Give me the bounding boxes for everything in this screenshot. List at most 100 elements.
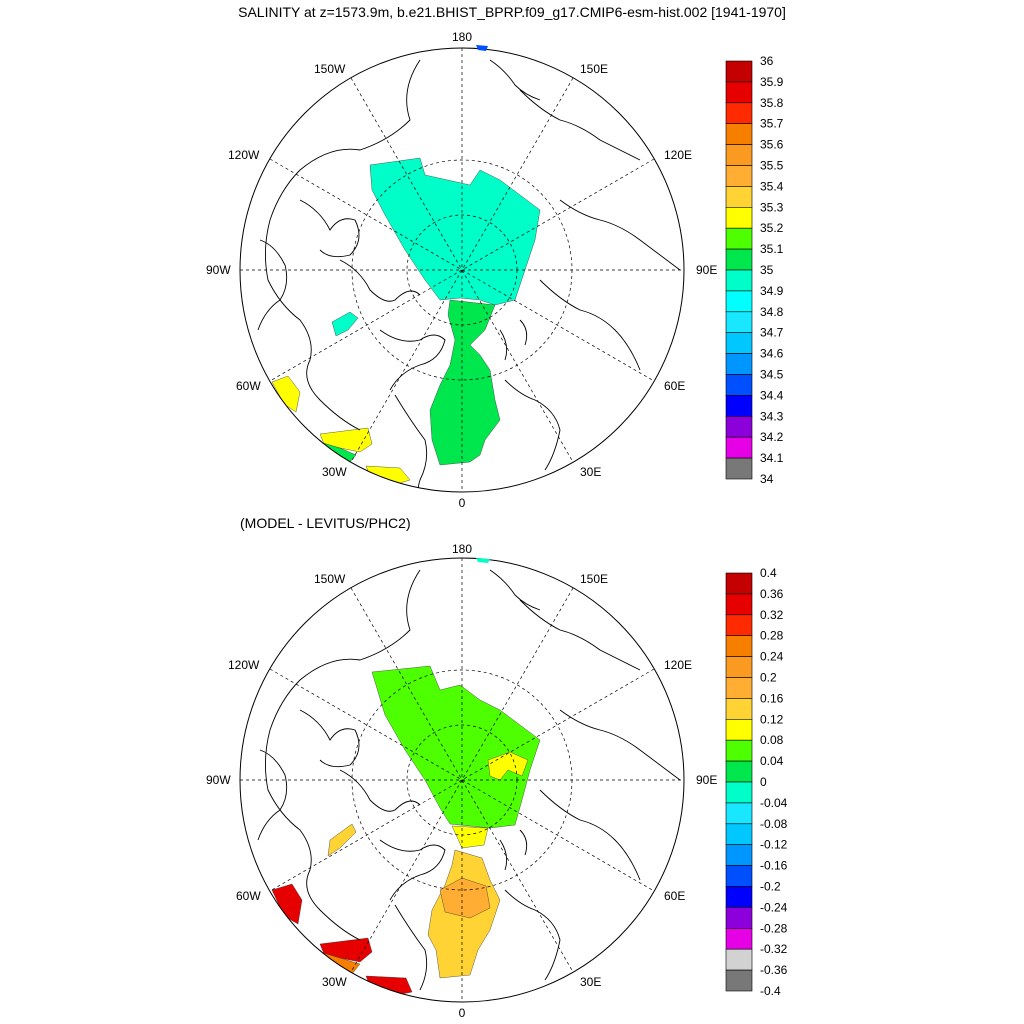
colorbar-top-tick-label: 34.3: [760, 409, 784, 423]
colorbar-top-swatch: [725, 395, 753, 417]
colorbar-top-swatch: [725, 248, 753, 271]
colorbar-bottom-tick-label: 0.08: [760, 733, 784, 747]
colorbar-bottom-swatch: [725, 698, 753, 720]
colorbar-top-tick-label: 35.7: [760, 117, 784, 131]
difference-map-title: (MODEL - LEVITUS/PHC2): [240, 515, 411, 531]
colorbar-top-tick-label: 34: [760, 472, 774, 486]
anomaly-yellow-fram: [451, 825, 489, 849]
irminger-patch-field: [271, 375, 301, 413]
colorbar-bottom-tick-label: -0.36: [760, 963, 788, 977]
colorbar-top-tick-label: 35.3: [760, 200, 784, 214]
colorbar-top-tick-label: 35.2: [760, 221, 784, 235]
colorbar-top-tick-label: 35.1: [760, 242, 784, 256]
colorbar-bottom-swatch: [725, 635, 753, 657]
colorbar-bottom-swatch: [725, 760, 753, 783]
colorbar-bottom-tick-label: -0.24: [760, 900, 788, 914]
colorbar-bottom-swatch: [725, 781, 753, 804]
colorbar-top-tick-label: 34.9: [760, 284, 784, 298]
bering-blue-patch: [476, 45, 488, 51]
anomaly-irminger-red: [271, 883, 303, 925]
colorbar-top-swatch: [725, 436, 753, 459]
colorbar-top-tick-label: 34.4: [760, 388, 784, 402]
colorbar-top-tick-label: 36: [760, 54, 774, 68]
colorbar-bottom-swatch: [725, 844, 753, 866]
colorbar-top-swatch: [725, 374, 753, 396]
colorbar-top-swatch: [725, 144, 753, 166]
colorbar-top-tick-label: 34.7: [760, 326, 784, 340]
colorbar-top-tick-label: 35: [760, 263, 774, 277]
labrador-sea-field: [331, 311, 359, 337]
lon-label-150e: 150E: [580, 62, 608, 76]
colorbar-top-tick-label: 34.2: [760, 430, 784, 444]
colorbar-bottom-swatch: [725, 969, 753, 992]
lon-label-120w: 120W: [228, 148, 260, 162]
colorbar-bottom-tick-label: 0.16: [760, 691, 784, 705]
lon-label-90w-b: 90W: [206, 773, 231, 787]
lon-label-180: 180: [452, 30, 472, 44]
colorbar-top-tick-label: 34.6: [760, 347, 784, 361]
colorbar-top-tick-label: 34.5: [760, 368, 784, 382]
colorbar-bottom-tick-label: 0.28: [760, 629, 784, 643]
colorbar-bottom-swatch: [725, 677, 753, 699]
colorbar-bottom-tick-label: -0.2: [760, 880, 781, 894]
colorbar-top-swatch: [725, 353, 753, 375]
lon-label-120e: 120E: [664, 148, 692, 162]
colorbar-bottom-swatch: [725, 927, 753, 950]
difference-map: 180 150E 120E 90E 60E 30E 0 30W 60W 90W …: [206, 542, 788, 1020]
colorbar-top-tick-label: 34.8: [760, 305, 784, 319]
lon-label-0: 0: [459, 496, 466, 510]
lon-label-120w-b: 120W: [228, 658, 260, 672]
map-boundary: [239, 47, 685, 493]
colorbar-bottom-tick-label: -0.12: [760, 838, 788, 852]
coastlines-bottom: [257, 569, 681, 991]
colorbar-bottom-swatch: [725, 739, 753, 762]
lon-label-60w: 60W: [236, 379, 261, 393]
lon-label-90e: 90E: [696, 263, 717, 277]
colorbar-top-swatch: [725, 457, 753, 480]
colorbar-bottom-tick-label: -0.28: [760, 921, 788, 935]
colorbar-bottom-swatch: [725, 593, 753, 616]
lon-label-30e-b: 30E: [580, 975, 601, 989]
colorbar-bottom: 0.4 0.36 0.32 0.28 0.24 0.2 0.16 0.12 0.08 0.04 0 -…: [725, 566, 788, 998]
colorbar-bottom-tick-label: 0.24: [760, 650, 784, 664]
colorbar-bottom-swatch: [725, 802, 753, 825]
lon-label-60e: 60E: [664, 379, 685, 393]
colorbar-top-tick-label: 35.5: [760, 159, 784, 173]
graticule: [240, 48, 684, 492]
colorbar-top-tick-label: 34.1: [760, 451, 784, 465]
bering-patch-bottom: [476, 558, 490, 563]
lon-label-150e-b: 150E: [580, 572, 608, 586]
colorbar-top-swatch: [725, 311, 753, 333]
lon-label-30e: 30E: [580, 465, 601, 479]
arctic-basin-field: [369, 157, 541, 306]
north-atlantic-yellow-b: [365, 465, 411, 487]
map-title: SALINITY at z=1573.9m, b.e21.BHIST_BPRP.…: [238, 4, 786, 20]
colorbar-top-tick-label: 35.8: [760, 96, 784, 110]
colorbar-top-tick-label: 35.9: [760, 75, 784, 89]
colorbar-top-swatch: [725, 290, 753, 313]
lon-label-0-b: 0: [459, 1006, 466, 1020]
colorbar-bottom-tick-label: -0.08: [760, 817, 788, 831]
longitude-labels-bottom: 180 150E 120E 90E 60E 30E 0 30W 60W 90W …: [206, 542, 717, 1020]
colorbar-bottom-tick-label: 0.04: [760, 754, 784, 768]
colorbar-top-swatch: [725, 269, 753, 292]
north-atlantic-yellow-a: [319, 427, 373, 453]
colorbar-bottom-tick-label: -0.16: [760, 859, 788, 873]
colorbar-top-tick-label: 35.4: [760, 179, 784, 193]
colorbar-bottom-swatch: [725, 865, 753, 887]
colorbar-bottom-swatch: [725, 572, 753, 595]
colorbar-bottom-swatch: [725, 656, 753, 678]
salinity-map: 180 150E 120E 90E 60E 30E 0 30W 60W 90W …: [206, 30, 784, 510]
lon-label-90w: 90W: [206, 263, 231, 277]
colorbar-top-swatch: [725, 207, 753, 229]
colorbar-top-swatch: [725, 415, 753, 438]
colorbar-top-swatch: [725, 186, 753, 208]
colorbar-bottom-swatch: [725, 823, 753, 845]
colorbar-top-swatch: [725, 165, 753, 187]
colorbar-bottom-swatch: [725, 886, 753, 908]
colorbar-bottom-swatch: [725, 614, 753, 636]
colorbar-bottom-tick-label: 0.32: [760, 608, 784, 622]
colorbar-top-swatch: [725, 332, 753, 354]
colorbar-top-swatch: [725, 102, 753, 125]
colorbar-bottom-tick-label: 0.36: [760, 587, 784, 601]
